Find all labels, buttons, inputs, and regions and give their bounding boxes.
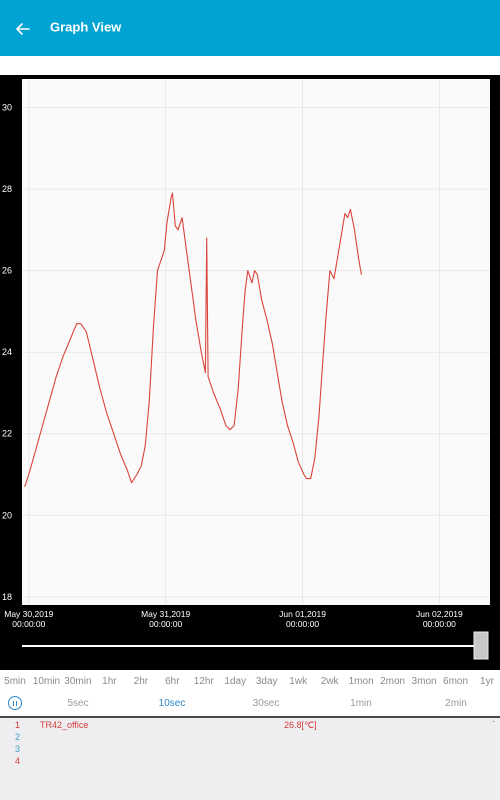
app-bar: Graph View [0, 0, 500, 56]
time-range-3mon[interactable]: 3mon [411, 676, 437, 687]
time-range-10min[interactable]: 10min [32, 676, 61, 687]
time-range-6hr[interactable]: 6hr [165, 676, 180, 687]
x-tick-date: May 30,2019 [4, 609, 53, 619]
pause-icon[interactable] [8, 696, 22, 710]
y-tick-label: 26 [2, 266, 12, 276]
plot-area [22, 79, 490, 605]
channel-row[interactable]: 4 [0, 756, 500, 768]
x-tick-time: 00:00:00 [149, 619, 182, 629]
interval-1min[interactable]: 1min [350, 698, 372, 709]
divider [0, 716, 500, 718]
time-range-1yr[interactable]: 1yr [480, 676, 494, 687]
channel-row[interactable]: 1 TR42_office 26.8[℃] [0, 720, 500, 732]
x-tick-time: 00:00:00 [423, 619, 456, 629]
channel-number: 2 [15, 732, 21, 742]
channel-row[interactable]: 2 [0, 732, 500, 744]
interval-10sec[interactable]: 10sec [158, 698, 186, 709]
channel-list: · 1 TR42_office 26.8[℃] 2 3 4 [0, 716, 500, 800]
x-tick-date: May 31,2019 [141, 609, 190, 619]
y-tick-label: 28 [2, 184, 12, 194]
time-range-selector: 5min 10min 30min 1hr 2hr 6hr 12hr 1day 3day 1wk 2w… [0, 672, 500, 692]
time-range-1day[interactable]: 1day [224, 676, 247, 687]
y-tick-label: 20 [2, 510, 12, 520]
time-range-2mon[interactable]: 2mon [380, 676, 406, 687]
time-range-2wk[interactable]: 2wk [320, 676, 339, 687]
slider-handle[interactable] [473, 631, 489, 660]
time-range-5min[interactable]: 5min [4, 676, 26, 687]
overflow-dot: · [492, 716, 495, 726]
channel-name: TR42_office [40, 720, 89, 730]
page-title: Graph View [50, 19, 122, 35]
time-range-2hr[interactable]: 2hr [133, 676, 149, 687]
x-tick-time: 00:00:00 [12, 619, 45, 629]
time-range-30min[interactable]: 30min [64, 676, 92, 687]
arrow-left-icon[interactable] [10, 16, 36, 42]
channel-number: 1 [15, 720, 21, 730]
interval-2min[interactable]: 2min [445, 698, 467, 709]
y-tick-label: 24 [2, 347, 12, 357]
y-tick-label: 22 [2, 429, 12, 439]
time-range-1hr[interactable]: 1hr [102, 676, 117, 687]
y-tick-label: 18 [2, 592, 12, 602]
time-range-3day[interactable]: 3day [255, 676, 278, 687]
interval-5sec[interactable]: 5sec [67, 698, 89, 709]
series-line [24, 192, 362, 487]
y-tick-label: 30 [2, 103, 12, 113]
time-range-12hr[interactable]: 12hr [193, 676, 214, 687]
channel-value: 26.8[℃] [284, 720, 317, 730]
time-range-6mon[interactable]: 6mon [443, 676, 469, 687]
channel-number: 3 [15, 744, 21, 754]
x-tick-date: Jun 02,2019 [416, 609, 463, 619]
x-tick-time: 00:00:00 [286, 619, 319, 629]
interval-selector: 5sec 10sec 30sec 1min 2min [0, 692, 500, 716]
channel-row[interactable]: 3 [0, 744, 500, 756]
channel-number: 4 [15, 756, 21, 766]
chart-container[interactable]: 30 28 26 24 22 20 18 May 30,2019 00:00:00 May 31,… [0, 75, 500, 670]
time-range-1mon[interactable]: 1mon [348, 676, 374, 687]
time-range-1wk[interactable]: 1wk [289, 676, 308, 687]
interval-30sec[interactable]: 30sec [252, 698, 280, 709]
x-tick-date: Jun 01,2019 [279, 609, 326, 619]
